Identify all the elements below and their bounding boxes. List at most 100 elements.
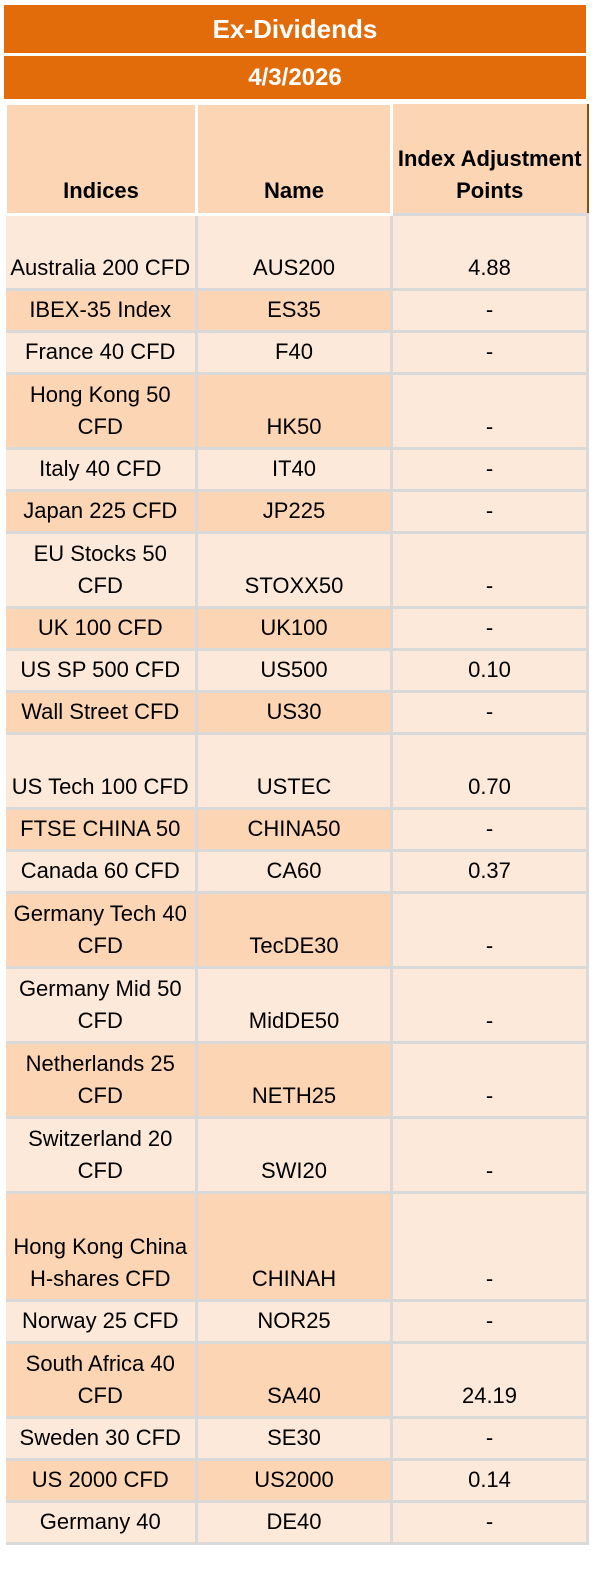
table-row: EU Stocks 50 CFD STOXX50- [5, 531, 589, 609]
index-cell: Australia 200 CFD [5, 213, 198, 291]
adjustment-cell: 0.10 [390, 648, 589, 693]
table-body: Australia 200 CFD AUS200 4.88 IBEX-35 Index… [5, 213, 589, 1545]
adjustment-cell: 0.70 [390, 732, 589, 810]
name-cell: HK50 [196, 372, 393, 450]
index-cell: Germany Mid 50 CFD [5, 966, 198, 1044]
name-cell: SWI20 [196, 1116, 393, 1194]
index-cell: Switzerland 20 CFD [5, 1116, 198, 1194]
table-row: Hong Kong China H-shares CFD CHINAH - [5, 1191, 589, 1302]
adjustment-cell: 4.88 [390, 213, 589, 291]
index-cell: Germany 40 [5, 1500, 198, 1545]
adjustment-cell: - [390, 447, 589, 492]
name-cell: SE30 [196, 1416, 393, 1461]
index-cell: Hong Kong China H-shares CFD [5, 1191, 198, 1302]
name-cell: US500 [196, 648, 393, 693]
adjustment-cell: - [390, 1500, 589, 1545]
name-cell: CHINA50 [196, 807, 393, 852]
adjustment-cell: - [390, 690, 589, 735]
index-cell: FTSE CHINA 50 [5, 807, 198, 852]
indices-header: Indices [4, 102, 198, 216]
name-cell: CA60 [196, 849, 393, 894]
header-row: Indices Name Index Adjustment Points [4, 102, 589, 216]
index-cell: UK 100 CFD [5, 606, 198, 651]
index-cell: Netherlands 25 CFD [5, 1041, 198, 1119]
adjustment-cell: - [390, 1416, 589, 1461]
name-cell: NOR25 [196, 1299, 393, 1344]
table-row: Germany Mid 50 CFD MidDE50- [5, 966, 589, 1044]
adjustment-cell: - [390, 606, 589, 651]
table-row: Wall Street CFD US30- [5, 690, 589, 735]
table-row: South Africa 40 CFD SA40 24.19 [5, 1341, 589, 1419]
adjustment-header: Index Adjustment Points [390, 103, 589, 216]
table-row: US SP 500 CFD US500 0.10 [5, 648, 589, 693]
adjustment-cell: - [390, 807, 589, 852]
index-cell: France 40 CFD [5, 330, 198, 375]
name-cell: AUS200 [196, 213, 393, 291]
table-row: FTSE CHINA 50 CHINA50- [5, 807, 589, 852]
table-row: US Tech 100 CFD USTEC 0.70 [5, 732, 589, 810]
table-row: Australia 200 CFD AUS200 4.88 [5, 213, 589, 291]
name-cell: CHINAH [196, 1191, 393, 1302]
index-cell: Italy 40 CFD [5, 447, 198, 492]
adjustment-cell: - [390, 489, 589, 534]
table-row: Hong Kong 50 CFD HK50- [5, 372, 589, 450]
table-row: UK 100 CFD UK100- [5, 606, 589, 651]
table-row: Italy 40 CFD IT40- [5, 447, 589, 492]
table-row: Norway 25 CFD NOR25- [5, 1299, 589, 1344]
index-cell: IBEX-35 Index [5, 288, 198, 333]
index-cell: Wall Street CFD [5, 690, 198, 735]
name-cell: USTEC [196, 732, 393, 810]
adjustment-cell: - [390, 531, 589, 609]
name-cell: ES35 [196, 288, 393, 333]
index-cell: Japan 225 CFD [5, 489, 198, 534]
adjustment-cell: - [390, 1191, 589, 1302]
table-row: Switzerland 20 CFD SWI20- [5, 1116, 589, 1194]
name-cell: US2000 [196, 1458, 393, 1503]
name-cell: NETH25 [196, 1041, 393, 1119]
name-cell: UK100 [196, 606, 393, 651]
index-cell: Germany Tech 40 CFD [5, 891, 198, 969]
index-cell: US Tech 100 CFD [5, 732, 198, 810]
table-row: Japan 225 CFD JP225- [5, 489, 589, 534]
name-header: Name [195, 102, 393, 216]
index-cell: Sweden 30 CFD [5, 1416, 198, 1461]
index-cell: Norway 25 CFD [5, 1299, 198, 1344]
adjustment-cell: - [390, 891, 589, 969]
name-cell: IT40 [196, 447, 393, 492]
adjustment-cell: - [390, 1299, 589, 1344]
name-cell: TecDE30 [196, 891, 393, 969]
index-cell: US 2000 CFD [5, 1458, 198, 1503]
table-row: US 2000 CFD US2000 0.14 [5, 1458, 589, 1503]
table-row: France 40 CFD F40- [5, 330, 589, 375]
table-row: Germany 40 DE40- [5, 1500, 589, 1545]
table-row: Netherlands 25 CFD NETH25- [5, 1041, 589, 1119]
index-cell: EU Stocks 50 CFD [5, 531, 198, 609]
index-cell: Canada 60 CFD [5, 849, 198, 894]
name-cell: STOXX50 [196, 531, 393, 609]
sheet-title: Ex-Dividends [4, 5, 586, 56]
dividends-table: Indices Name Index Adjustment Points Aus… [4, 102, 589, 1545]
table-row: Sweden 30 CFD SE30- [5, 1416, 589, 1461]
name-cell: SA40 [196, 1341, 393, 1419]
adjustment-cell: - [390, 288, 589, 333]
adjustment-cell: 24.19 [390, 1341, 589, 1419]
name-cell: US30 [196, 690, 393, 735]
adjustment-cell: - [390, 1116, 589, 1194]
ex-dividends-sheet: Ex-Dividends 4/3/2026 Indices Name Index… [4, 5, 589, 1545]
adjustment-cell: 0.37 [390, 849, 589, 894]
adjustment-cell: - [390, 966, 589, 1044]
index-cell: US SP 500 CFD [5, 648, 198, 693]
name-cell: DE40 [196, 1500, 393, 1545]
adjustment-cell: - [390, 372, 589, 450]
index-cell: Hong Kong 50 CFD [5, 372, 198, 450]
adjustment-cell: 0.14 [390, 1458, 589, 1503]
name-cell: JP225 [196, 489, 393, 534]
index-cell: South Africa 40 CFD [5, 1341, 198, 1419]
adjustment-cell: - [390, 330, 589, 375]
name-cell: MidDE50 [196, 966, 393, 1044]
table-row: IBEX-35 Index ES35- [5, 288, 589, 333]
table-row: Germany Tech 40 CFD TecDE30- [5, 891, 589, 969]
table-row: Canada 60 CFD CA60 0.37 [5, 849, 589, 894]
sheet-date: 4/3/2026 [4, 56, 586, 102]
adjustment-cell: - [390, 1041, 589, 1119]
